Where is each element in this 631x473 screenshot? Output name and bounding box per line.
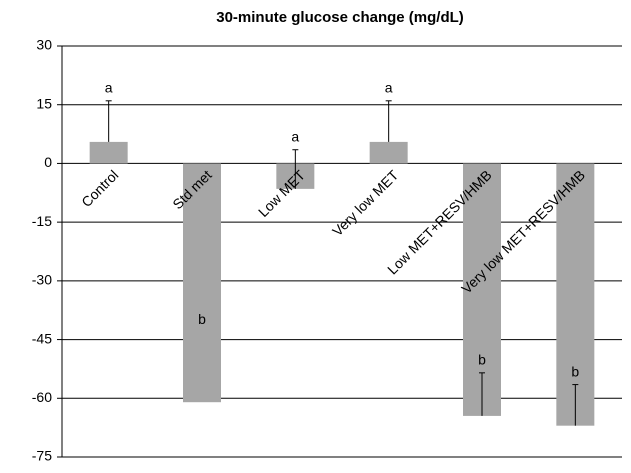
significance-letter: a bbox=[385, 80, 393, 96]
y-tick-label: -60 bbox=[32, 389, 52, 405]
significance-letter: b bbox=[478, 352, 486, 368]
y-tick-label: 0 bbox=[44, 154, 52, 170]
y-tick-label: 15 bbox=[36, 95, 52, 111]
y-tick-label: 30 bbox=[36, 37, 52, 53]
significance-letter: b bbox=[198, 311, 206, 327]
y-tick-label: -30 bbox=[32, 272, 52, 288]
bar bbox=[89, 141, 128, 164]
significance-letter: a bbox=[105, 80, 113, 96]
x-tick-label: Very low MET bbox=[329, 167, 402, 240]
y-tick-label: -75 bbox=[32, 448, 52, 464]
significance-letter: a bbox=[291, 128, 299, 144]
bar bbox=[556, 163, 595, 426]
chart-title: 30-minute glucose change (mg/dL) bbox=[216, 9, 464, 26]
bar bbox=[183, 163, 221, 403]
y-tick-label: -15 bbox=[32, 213, 52, 229]
x-tick-label: Control bbox=[78, 167, 121, 210]
y-tick-label: -45 bbox=[32, 330, 52, 346]
bar bbox=[369, 141, 408, 164]
significance-letter: b bbox=[571, 363, 579, 379]
